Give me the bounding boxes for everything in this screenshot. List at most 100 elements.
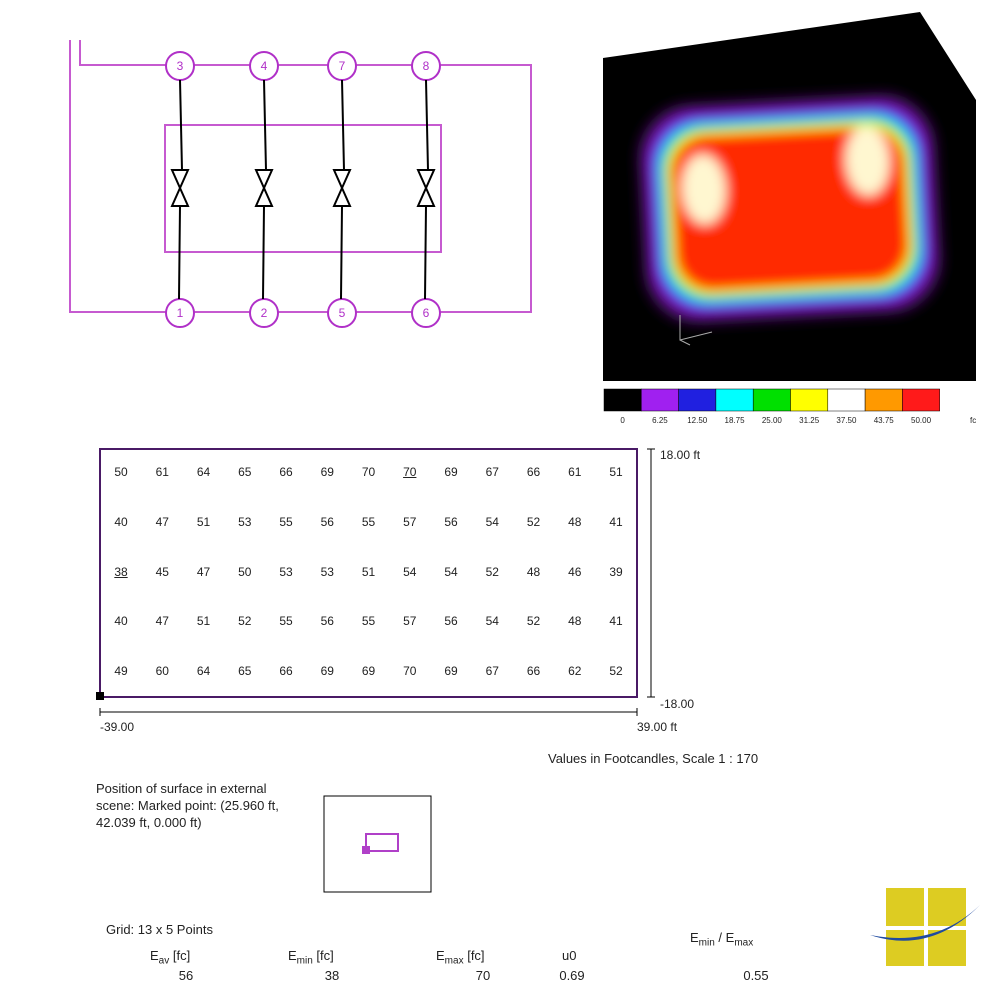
grid-value: 41 bbox=[609, 515, 623, 529]
grid-value: 66 bbox=[526, 664, 541, 678]
grid-value: 67 bbox=[485, 664, 499, 678]
grid-value: 54 bbox=[403, 565, 417, 579]
stat-unit: [fc] bbox=[316, 948, 334, 963]
dimension-lines bbox=[99, 448, 655, 716]
stat-subscript: max bbox=[444, 955, 464, 967]
luminaire-label: 6 bbox=[423, 306, 430, 320]
grid-value: 52 bbox=[526, 515, 541, 529]
grid-note: Grid: 13 x 5 Points bbox=[106, 922, 213, 937]
legend-swatch bbox=[864, 388, 903, 412]
grid-value: 65 bbox=[238, 664, 252, 678]
grid-value: 47 bbox=[155, 614, 169, 628]
y-bottom-label: -18.00 bbox=[660, 697, 695, 711]
surface-outline bbox=[365, 833, 399, 852]
grid-value: 57 bbox=[403, 614, 417, 628]
grid-value: 67 bbox=[485, 465, 499, 479]
stat-value: 56 bbox=[178, 968, 194, 983]
grid-value: 39 bbox=[609, 565, 623, 579]
legend-label: 18.75 bbox=[724, 416, 745, 425]
grid-value: 52 bbox=[609, 664, 623, 678]
grid-value: 66 bbox=[279, 465, 293, 479]
stat-value: 0.55 bbox=[743, 968, 769, 983]
grid-value: 55 bbox=[279, 515, 293, 529]
stat-unit: [fc] bbox=[467, 948, 485, 963]
luminaires: 3 1 4 2 7 5 8 6 bbox=[165, 51, 441, 328]
luminaire-aim bbox=[262, 79, 267, 300]
legend-label: 12.50 bbox=[687, 416, 708, 425]
grid-value: 69 bbox=[320, 664, 334, 678]
stat-label: Emax [fc] bbox=[436, 948, 485, 967]
stat-symbol: E bbox=[436, 948, 445, 963]
grid-value: 50 bbox=[238, 565, 252, 579]
luminaire-label: 8 bbox=[423, 59, 430, 73]
grid-value: 65 bbox=[238, 465, 252, 479]
grid-value: 69 bbox=[320, 465, 334, 479]
grid-value: 51 bbox=[196, 614, 211, 628]
luminaire-aim bbox=[340, 79, 345, 300]
legend-label: 31.25 bbox=[799, 416, 820, 425]
grid-value: 56 bbox=[320, 515, 334, 529]
stat-subscript: max bbox=[734, 937, 754, 949]
stat-subscript: min bbox=[296, 955, 313, 967]
illuminance-render bbox=[637, 92, 943, 325]
grid-value: 56 bbox=[320, 614, 334, 628]
stat-unit: [fc] bbox=[172, 948, 191, 963]
stat-separator: / bbox=[718, 930, 723, 945]
luminaire-aim bbox=[424, 79, 429, 300]
grid-value: 47 bbox=[196, 565, 211, 579]
grid-value: 51 bbox=[361, 565, 376, 579]
luminaire-label: 3 bbox=[177, 59, 184, 73]
x-right-label: 39.00 ft bbox=[637, 720, 678, 734]
grid-value: 61 bbox=[568, 465, 582, 479]
grid-value: 52 bbox=[485, 565, 499, 579]
legend-swatch bbox=[641, 388, 679, 412]
grid-value: 40 bbox=[114, 614, 128, 628]
x-left-label: -39.00 bbox=[100, 720, 135, 734]
stat-label: u0 bbox=[562, 948, 576, 963]
luminaire-symbol bbox=[332, 169, 352, 207]
grid-value: 70 bbox=[361, 465, 376, 479]
stat-symbol: E bbox=[150, 948, 159, 963]
stat-value: 70 bbox=[475, 968, 491, 983]
grid-value: 64 bbox=[196, 465, 211, 479]
grid-value: 52 bbox=[238, 614, 252, 628]
surface-marker bbox=[362, 846, 370, 854]
grid-value: 48 bbox=[568, 515, 582, 529]
legend-swatch bbox=[790, 388, 829, 412]
grid-value: 70 bbox=[403, 465, 417, 479]
scene-thumbnail bbox=[323, 795, 432, 893]
stat-value: 0.69 bbox=[559, 968, 585, 983]
grid-value: 52 bbox=[526, 614, 541, 628]
legend-swatch bbox=[827, 388, 866, 412]
grid-value: 53 bbox=[238, 515, 252, 529]
legend-swatch bbox=[678, 388, 717, 412]
grid-value: 55 bbox=[361, 614, 376, 628]
stat-symbol: u0 bbox=[562, 948, 577, 963]
luminaire-label: 2 bbox=[261, 306, 268, 320]
grid-value: 53 bbox=[320, 565, 334, 579]
luminaire-label: 1 bbox=[177, 306, 184, 320]
legend-swatch bbox=[603, 388, 642, 412]
grid-value: 49 bbox=[114, 664, 128, 678]
grid-value: 62 bbox=[568, 664, 582, 678]
stat-symbol: E bbox=[288, 948, 297, 963]
grid-value: 40 bbox=[114, 515, 128, 529]
stat-value: 38 bbox=[324, 968, 340, 983]
legend-label: 6.25 bbox=[652, 416, 668, 425]
color-legend bbox=[603, 388, 940, 412]
luminaire-label: 4 bbox=[261, 59, 268, 73]
scale-note: Values in Footcandles, Scale 1 : 170 bbox=[548, 751, 759, 766]
grid-value: 50 bbox=[114, 465, 128, 479]
grid-value: 38 bbox=[114, 565, 128, 579]
stat-subscript: av bbox=[158, 955, 170, 967]
legend-label: 25.00 bbox=[761, 416, 782, 425]
luminaire-symbol bbox=[254, 169, 274, 207]
stat-symbol: E bbox=[725, 930, 735, 945]
grid-value: 64 bbox=[196, 664, 211, 678]
legend-swatch bbox=[715, 388, 754, 412]
grid-value: 66 bbox=[279, 664, 293, 678]
grid-value: 54 bbox=[485, 614, 499, 628]
grid-value: 69 bbox=[444, 465, 458, 479]
